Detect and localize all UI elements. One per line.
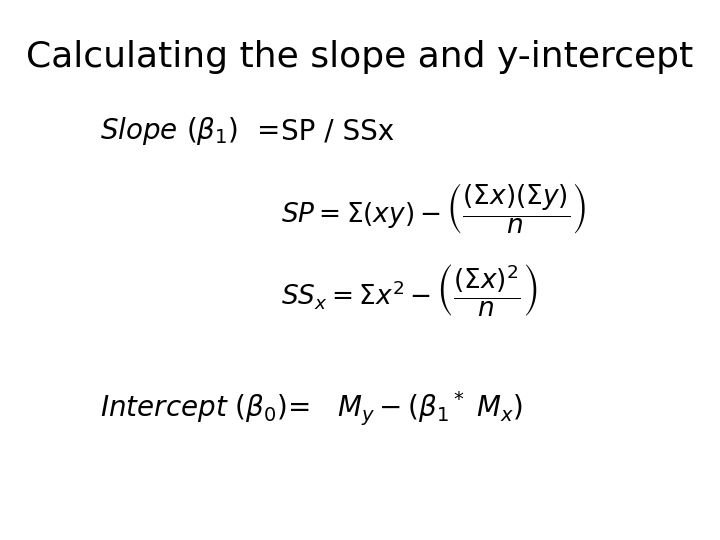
Text: $\mathit{Slope\ (\boldsymbol{\beta_1})}$  =: $\mathit{Slope\ (\boldsymbol{\beta_1})}$… <box>100 115 279 147</box>
Text: $SS_x = \Sigma x^2 - \left(\dfrac{(\Sigma x)^2}{n}\right)$: $SS_x = \Sigma x^2 - \left(\dfrac{(\Sigm… <box>282 264 538 319</box>
Text: SP / SSx: SP / SSx <box>282 117 395 145</box>
Text: $SP = \Sigma(xy) - \left(\dfrac{(\Sigma x)(\Sigma y)}{n}\right)$: $SP = \Sigma(xy) - \left(\dfrac{(\Sigma … <box>282 181 586 236</box>
Text: $\mathit{Intercept\ (\boldsymbol{\beta_0})}$=   $M_y - (\boldsymbol{\beta_1}^* \: $\mathit{Intercept\ (\boldsymbol{\beta_0… <box>100 390 523 428</box>
Text: Calculating the slope and y-intercept: Calculating the slope and y-intercept <box>27 40 693 74</box>
